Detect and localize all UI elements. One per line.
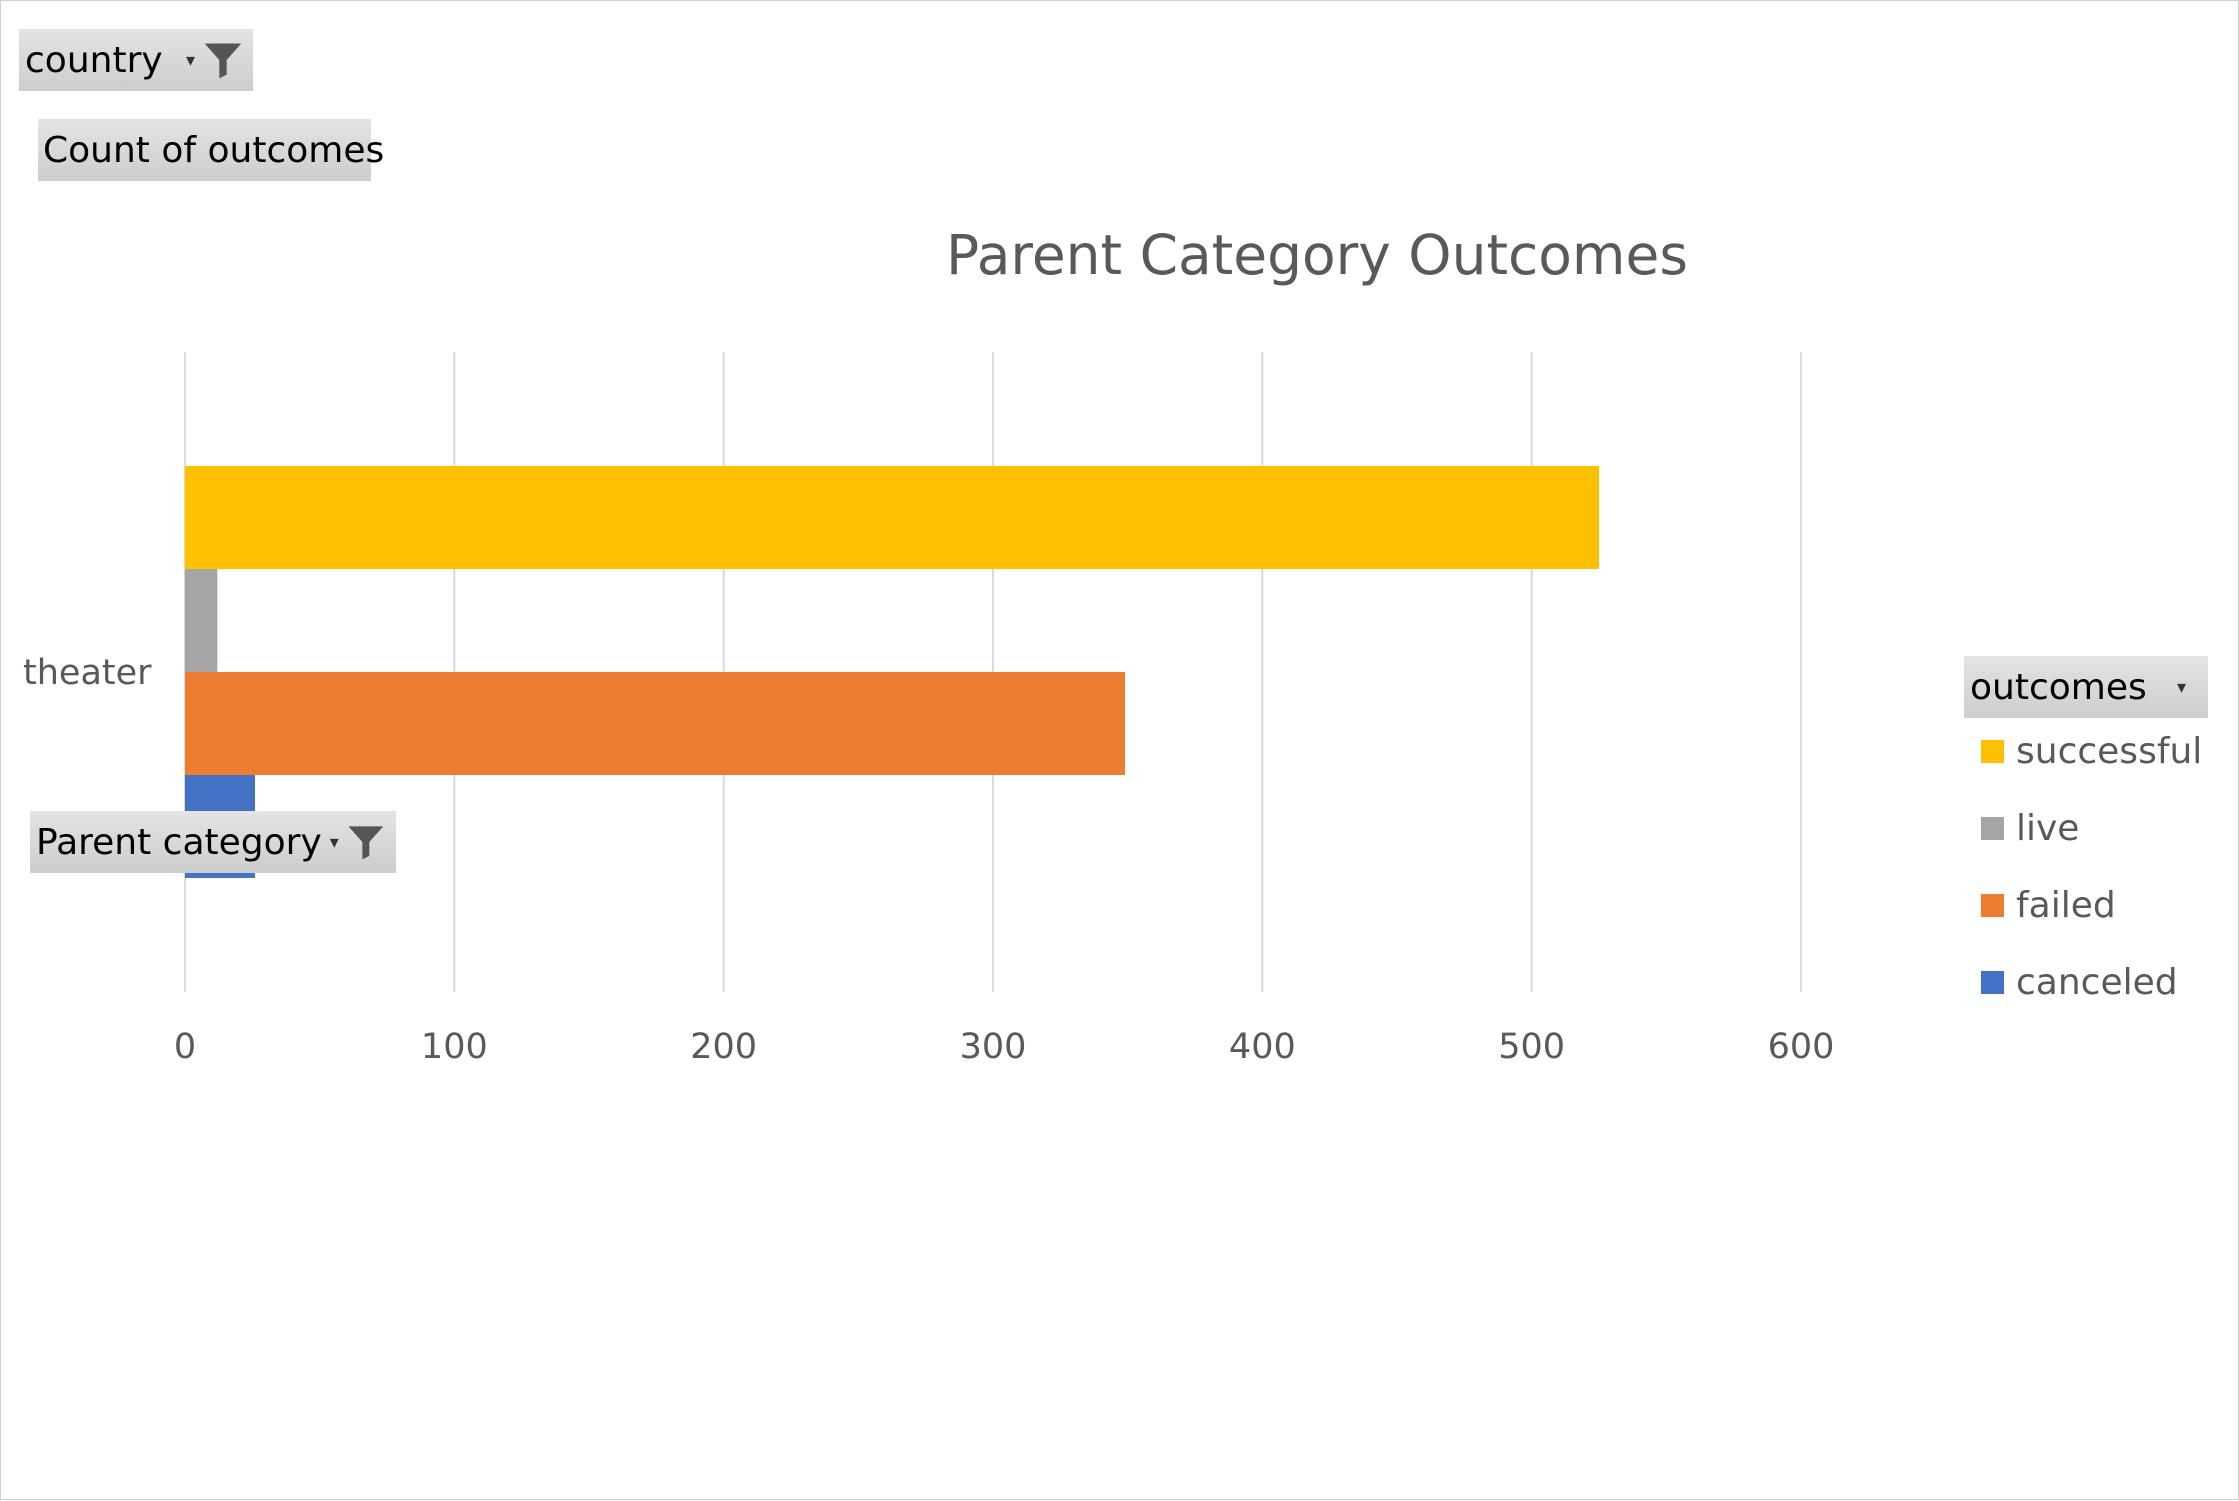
- bar-theater-successful[interactable]: [185, 466, 1599, 569]
- bar-theater-live[interactable]: [185, 569, 218, 672]
- x-axis-tick-labels: 0 100 200 300 400 500 600: [174, 1027, 1835, 1067]
- chart-title: Parent Category Outcomes: [946, 223, 1688, 287]
- country-filter-button[interactable]: country ▾: [19, 29, 253, 91]
- x-tick-label: 500: [1498, 1027, 1565, 1067]
- legend-label: successful: [2016, 731, 2203, 772]
- category-label: theater: [23, 653, 152, 693]
- gridlines: [184, 352, 1802, 992]
- x-tick-label: 100: [421, 1027, 488, 1067]
- x-tick-label: 600: [1768, 1027, 1835, 1067]
- legend-label: canceled: [2016, 962, 2178, 1003]
- bars: [185, 466, 1599, 878]
- parent-category-filter-button[interactable]: Parent category ▾: [30, 811, 396, 873]
- x-tick-label: 300: [960, 1027, 1027, 1067]
- outcomes-field-label: outcomes: [1970, 666, 2147, 708]
- chevron-down-icon: ▾: [2176, 676, 2186, 698]
- chevron-down-icon: ▾: [329, 831, 339, 853]
- legend-swatch: [1981, 971, 2004, 994]
- category-labels: theater: [23, 653, 152, 693]
- values-field-label: Count of outcomes: [43, 129, 385, 171]
- outcomes-legend-field-button[interactable]: outcomes ▾: [1964, 656, 2208, 718]
- values-field-button[interactable]: Count of outcomes: [38, 119, 384, 181]
- legend-item-failed[interactable]: failed: [1981, 885, 2116, 926]
- legend-swatch: [1981, 894, 2004, 917]
- country-filter-label: country: [25, 39, 163, 81]
- filter-funnel-icon: [204, 43, 242, 79]
- legend-label: live: [2016, 808, 2080, 849]
- parent-category-filter-label: Parent category: [36, 821, 322, 863]
- x-tick-label: 200: [690, 1027, 757, 1067]
- chevron-down-icon: ▾: [185, 49, 195, 71]
- legend-swatch: [1981, 740, 2004, 763]
- filter-funnel-icon: [348, 826, 384, 860]
- legend-item-live[interactable]: live: [1981, 808, 2079, 849]
- x-tick-label: 400: [1229, 1027, 1296, 1067]
- bar-theater-failed[interactable]: [185, 672, 1125, 775]
- legend-item-successful[interactable]: successful: [1981, 731, 2202, 772]
- x-tick-label: 0: [174, 1027, 196, 1067]
- legend-label: failed: [2016, 885, 2116, 926]
- legend-item-canceled[interactable]: canceled: [1981, 962, 2178, 1003]
- legend-swatch: [1981, 817, 2004, 840]
